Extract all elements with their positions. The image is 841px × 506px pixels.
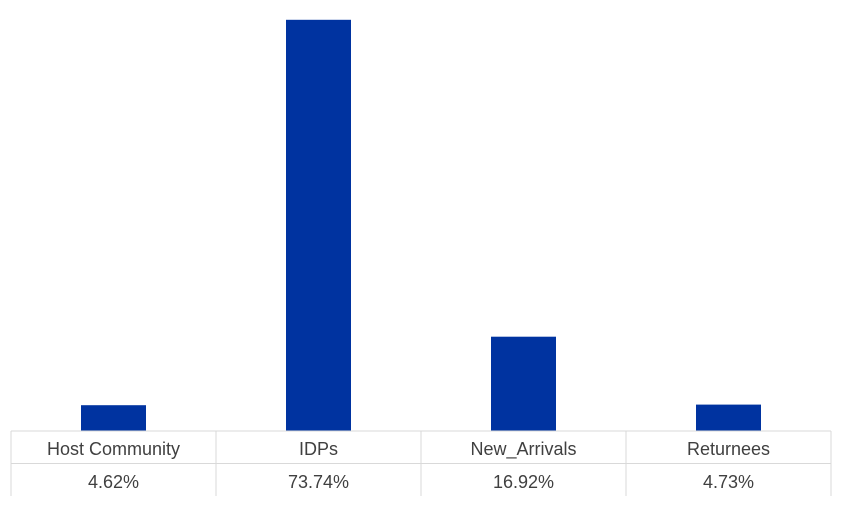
value-label: 4.73% [703, 472, 754, 492]
category-label: IDPs [299, 439, 338, 459]
bar-1 [286, 19, 351, 432]
category-label: New_Arrivals [470, 439, 576, 460]
bar-2 [491, 336, 556, 431]
value-label: 16.92% [493, 472, 554, 492]
bar-3 [696, 404, 761, 431]
category-label: Returnees [687, 439, 770, 459]
value-label: 73.74% [288, 472, 349, 492]
value-label: 4.62% [88, 472, 139, 492]
bar-0 [81, 405, 146, 431]
bars-group [81, 19, 761, 432]
data-table: Host Community 4.62% IDPs 73.74% New_Arrival… [10, 430, 832, 496]
category-label: Host Community [47, 439, 180, 459]
